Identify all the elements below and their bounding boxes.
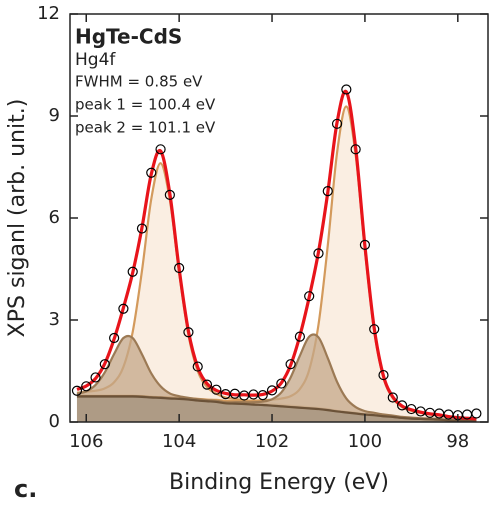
data-point [396,400,408,411]
data-point [164,189,175,200]
background-curve [76,395,477,423]
data-point [211,384,222,395]
data-point [304,291,315,302]
data-point [71,385,83,396]
x-tick-label: 100 [348,431,382,452]
data-point [331,118,343,129]
data-point [183,327,194,338]
annotation: peak 2 = 101.1 eV [75,119,216,137]
y-tick-label: 3 [49,309,60,330]
data-point [146,167,157,178]
subtitle: Hg4f [75,50,116,70]
data-point [350,144,361,155]
x-tick-label: 102 [255,431,289,452]
data-point [127,266,138,277]
data-point [285,359,296,370]
chart-title: HgTe-CdS [75,25,182,49]
data-point [90,372,101,383]
data-point [276,378,287,389]
data-point [378,369,389,381]
data-point [81,381,92,392]
data-point [109,332,120,344]
data-point [313,248,324,259]
x-tick-label: 106 [69,431,103,452]
data-point [99,359,110,370]
y-tick-label: 0 [49,411,60,432]
panel-label: c. [14,475,37,503]
data-point [387,392,398,403]
data-point [406,403,417,415]
y-tick-label: 9 [49,105,60,126]
x-tick-label: 104 [162,431,196,452]
component-area [76,334,477,421]
data-point [155,144,166,155]
data-point [257,390,268,401]
y-tick-label: 6 [49,207,60,228]
annotation: peak 1 = 100.4 eV [75,96,216,114]
y-axis-label: XPS siganl (arb. unit.) [5,99,30,338]
data-point [192,361,203,372]
data-point [201,379,213,390]
component-area [76,163,477,421]
plot-area [71,84,482,423]
data-point [136,223,148,234]
data-point [118,303,129,314]
data-point [322,186,333,197]
y-tick-label: 12 [37,3,60,24]
data-point [294,331,305,342]
annotation: FWHM = 0.85 eV [75,73,203,91]
data-point [471,408,482,419]
data-point [174,262,185,274]
data-point [266,385,278,396]
x-axis-label: Binding Energy (eV) [169,470,389,495]
data-point [341,84,352,95]
x-tick-label: 98 [446,431,469,452]
data-point [369,324,380,335]
data-point [359,239,371,250]
fit-line [76,89,477,421]
